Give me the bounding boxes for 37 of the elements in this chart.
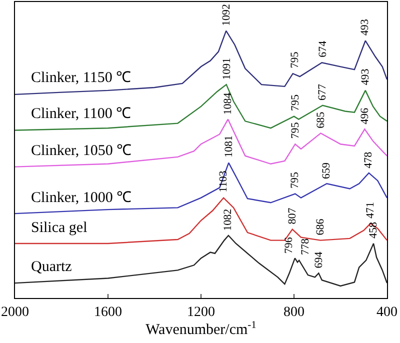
annotation: 795 xyxy=(290,122,302,139)
series-label: Clinker, 1150 ℃ xyxy=(31,70,132,86)
annotation: 795 xyxy=(288,171,301,188)
series-label: Clinker, 1050 ℃ xyxy=(31,143,132,159)
annotation: 458 xyxy=(368,222,380,239)
x-tick-label: 1600 xyxy=(94,304,122,320)
annotation: 674 xyxy=(317,40,330,58)
annotation: 493 xyxy=(359,18,372,36)
annotation: 677 xyxy=(316,83,329,100)
x-tick-label: 800 xyxy=(284,304,304,320)
annotation: 471 xyxy=(364,202,377,218)
annotation: 1103 xyxy=(218,170,230,192)
series-label: Quartz xyxy=(31,259,72,275)
x-tick-label: 400 xyxy=(376,304,398,320)
annotation: 778 xyxy=(299,238,312,255)
annotation: 796 xyxy=(283,236,296,254)
annotation: 685 xyxy=(315,111,328,128)
annotation: 659 xyxy=(320,162,333,179)
annotation: 1081 xyxy=(222,135,235,158)
annotation: 1091 xyxy=(220,58,233,80)
annotation: 694 xyxy=(312,251,325,268)
x-tick-label: 2000 xyxy=(1,304,29,320)
annotation: 493 xyxy=(359,68,372,86)
x-axis-title: Wavenumber/cm$^{-1}$ xyxy=(146,320,256,338)
annotation: 1092 xyxy=(220,4,232,26)
annotation: 1082 xyxy=(222,208,234,231)
series-label: Silica gel xyxy=(31,220,88,236)
annotation: 496 xyxy=(359,107,372,124)
series-label: Clinker, 1000 ℃ xyxy=(31,190,132,206)
x-tick-label: 1200 xyxy=(187,304,215,320)
annotation: 795 xyxy=(289,51,302,68)
annotation: 1084 xyxy=(222,92,234,115)
annotation: 686 xyxy=(314,218,327,236)
annotation: 478 xyxy=(362,151,374,168)
annotation: 807 xyxy=(286,207,299,224)
annotation: 795 xyxy=(289,94,302,111)
series-label: Clinker, 1100 ℃ xyxy=(31,106,132,122)
